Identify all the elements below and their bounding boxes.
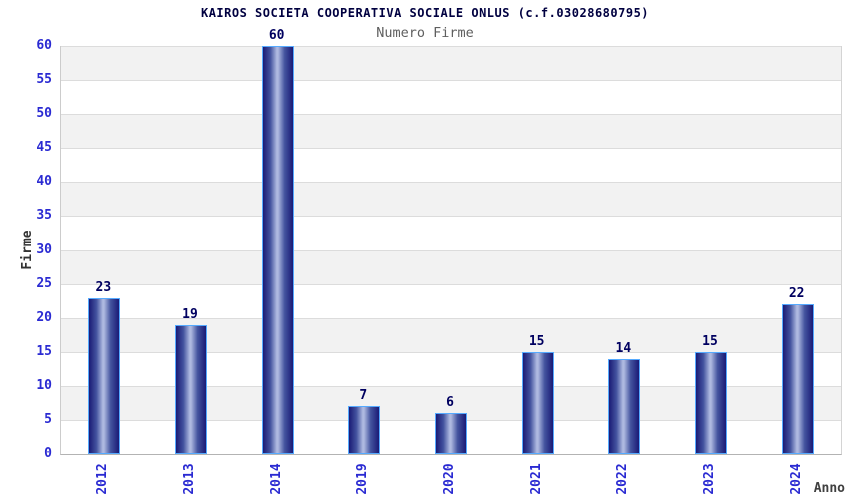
y-tick-label: 50 [36, 106, 52, 121]
y-tick-label: 25 [36, 276, 52, 291]
bar-value-label: 7 [359, 388, 368, 404]
plot-band [61, 284, 841, 318]
x-tick-label: 2021 [528, 463, 544, 495]
bar-value-label: 15 [528, 334, 545, 349]
bar-2024 [781, 304, 814, 454]
gridline [61, 284, 841, 285]
bar-value-label: 14 [615, 340, 632, 356]
y-tick-label: 5 [44, 412, 52, 427]
bar-value-label: 23 [95, 279, 112, 295]
bar-value-label: 22 [788, 286, 805, 302]
gridline [61, 386, 841, 387]
x-tick-label: 2024 [788, 463, 804, 495]
bar-2019 [348, 406, 381, 454]
bar-2021 [521, 352, 554, 454]
gridline [61, 318, 841, 319]
y-tick-label: 35 [36, 208, 52, 223]
plot-band [61, 250, 841, 284]
y-tick-label: 40 [36, 174, 52, 189]
gridline [61, 250, 841, 251]
x-tick-label: 2012 [95, 463, 111, 495]
bar-value-label: 60 [268, 28, 285, 43]
plot-band [61, 80, 841, 114]
x-axis-label: Anno [813, 481, 845, 496]
y-tick-label: 0 [44, 446, 52, 461]
plot-band [61, 46, 841, 80]
gridline [61, 352, 841, 353]
y-tick-label: 55 [36, 72, 52, 87]
chart-subtitle: Numero Firme [376, 25, 474, 41]
gridline [61, 182, 841, 183]
bar-value-label: 15 [702, 334, 718, 349]
plot-band [61, 114, 841, 148]
x-tick-label: 2014 [268, 463, 284, 495]
gridline [61, 216, 841, 217]
gridline [61, 80, 841, 81]
bar-2013 [175, 324, 207, 454]
x-tick-label: 2020 [442, 463, 457, 495]
x-tick-label: 2013 [182, 463, 197, 495]
y-tick-label: 10 [36, 378, 52, 393]
gridline [61, 114, 841, 115]
gridline [61, 46, 841, 47]
y-tick-label: 20 [36, 310, 52, 325]
bar-2023 [695, 352, 727, 454]
y-tick-label: 60 [36, 38, 52, 53]
bar-value-label: 19 [182, 306, 198, 322]
plot-area [60, 46, 842, 455]
plot-band [61, 216, 841, 250]
x-tick-label: 2023 [702, 463, 717, 495]
gridline [61, 148, 841, 149]
x-tick-label: 2022 [615, 463, 631, 495]
y-tick-label: 45 [36, 140, 52, 155]
y-tick-label: 30 [36, 242, 52, 257]
bar-2022 [608, 358, 641, 454]
plot-band [61, 182, 841, 216]
bar-2012 [88, 297, 121, 454]
y-tick-label: 15 [36, 344, 52, 359]
x-tick-label: 2019 [355, 463, 371, 495]
bar-2020 [435, 413, 467, 454]
bar-value-label: 6 [446, 395, 454, 411]
chart-title: KAIROS SOCIETA COOPERATIVA SOCIALE ONLUS… [200, 6, 650, 20]
plot-band [61, 148, 841, 182]
bar-2014 [261, 46, 294, 454]
